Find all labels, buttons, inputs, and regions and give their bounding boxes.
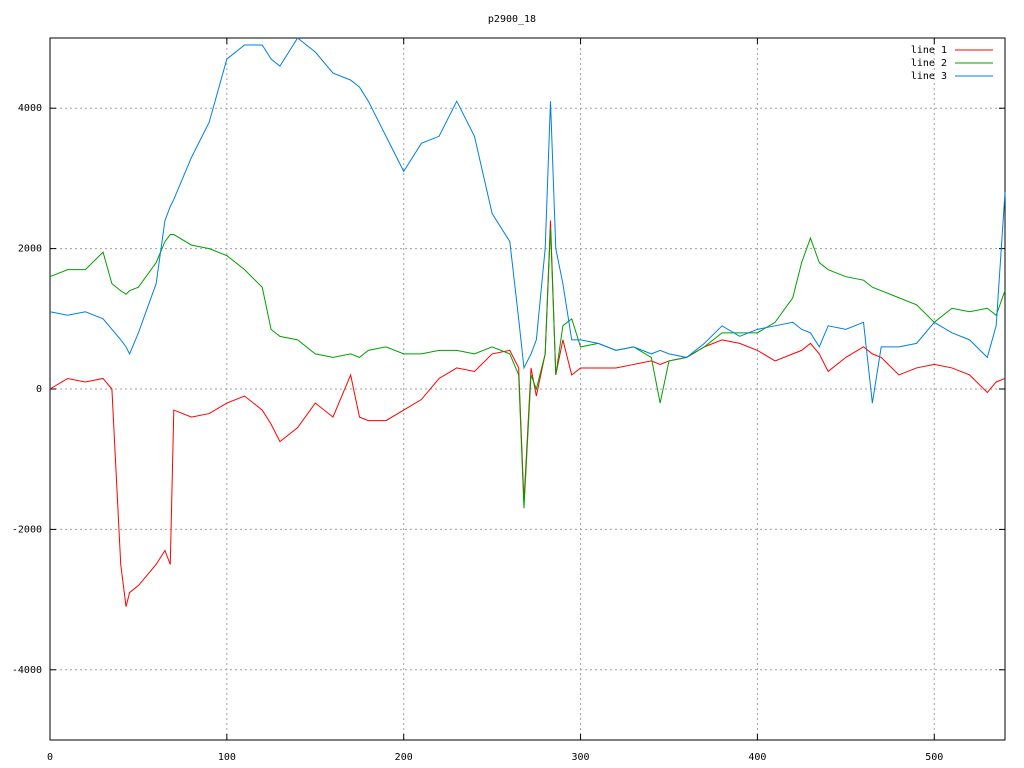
- legend-label: line 2: [911, 58, 947, 69]
- y-tick-label: -2000: [12, 524, 42, 535]
- data-line: [49, 220, 1006, 607]
- legend-label: line 3: [911, 71, 947, 82]
- x-tick-label: 100: [218, 752, 236, 763]
- x-tick-label: 200: [395, 752, 413, 763]
- x-tick-label: 0: [47, 752, 53, 763]
- y-tick-label: 2000: [18, 244, 42, 255]
- legend-label: line 1: [911, 45, 947, 56]
- data-line: [49, 37, 1006, 404]
- x-tick-label: 500: [925, 752, 943, 763]
- y-tick-label: 4000: [18, 103, 42, 114]
- chart-title: p2900_18: [488, 14, 536, 25]
- x-tick-label: 400: [748, 752, 766, 763]
- x-tick-label: 300: [572, 752, 590, 763]
- y-tick-label: 0: [36, 384, 42, 395]
- data-line: [49, 227, 1006, 509]
- y-tick-label: -4000: [12, 665, 42, 676]
